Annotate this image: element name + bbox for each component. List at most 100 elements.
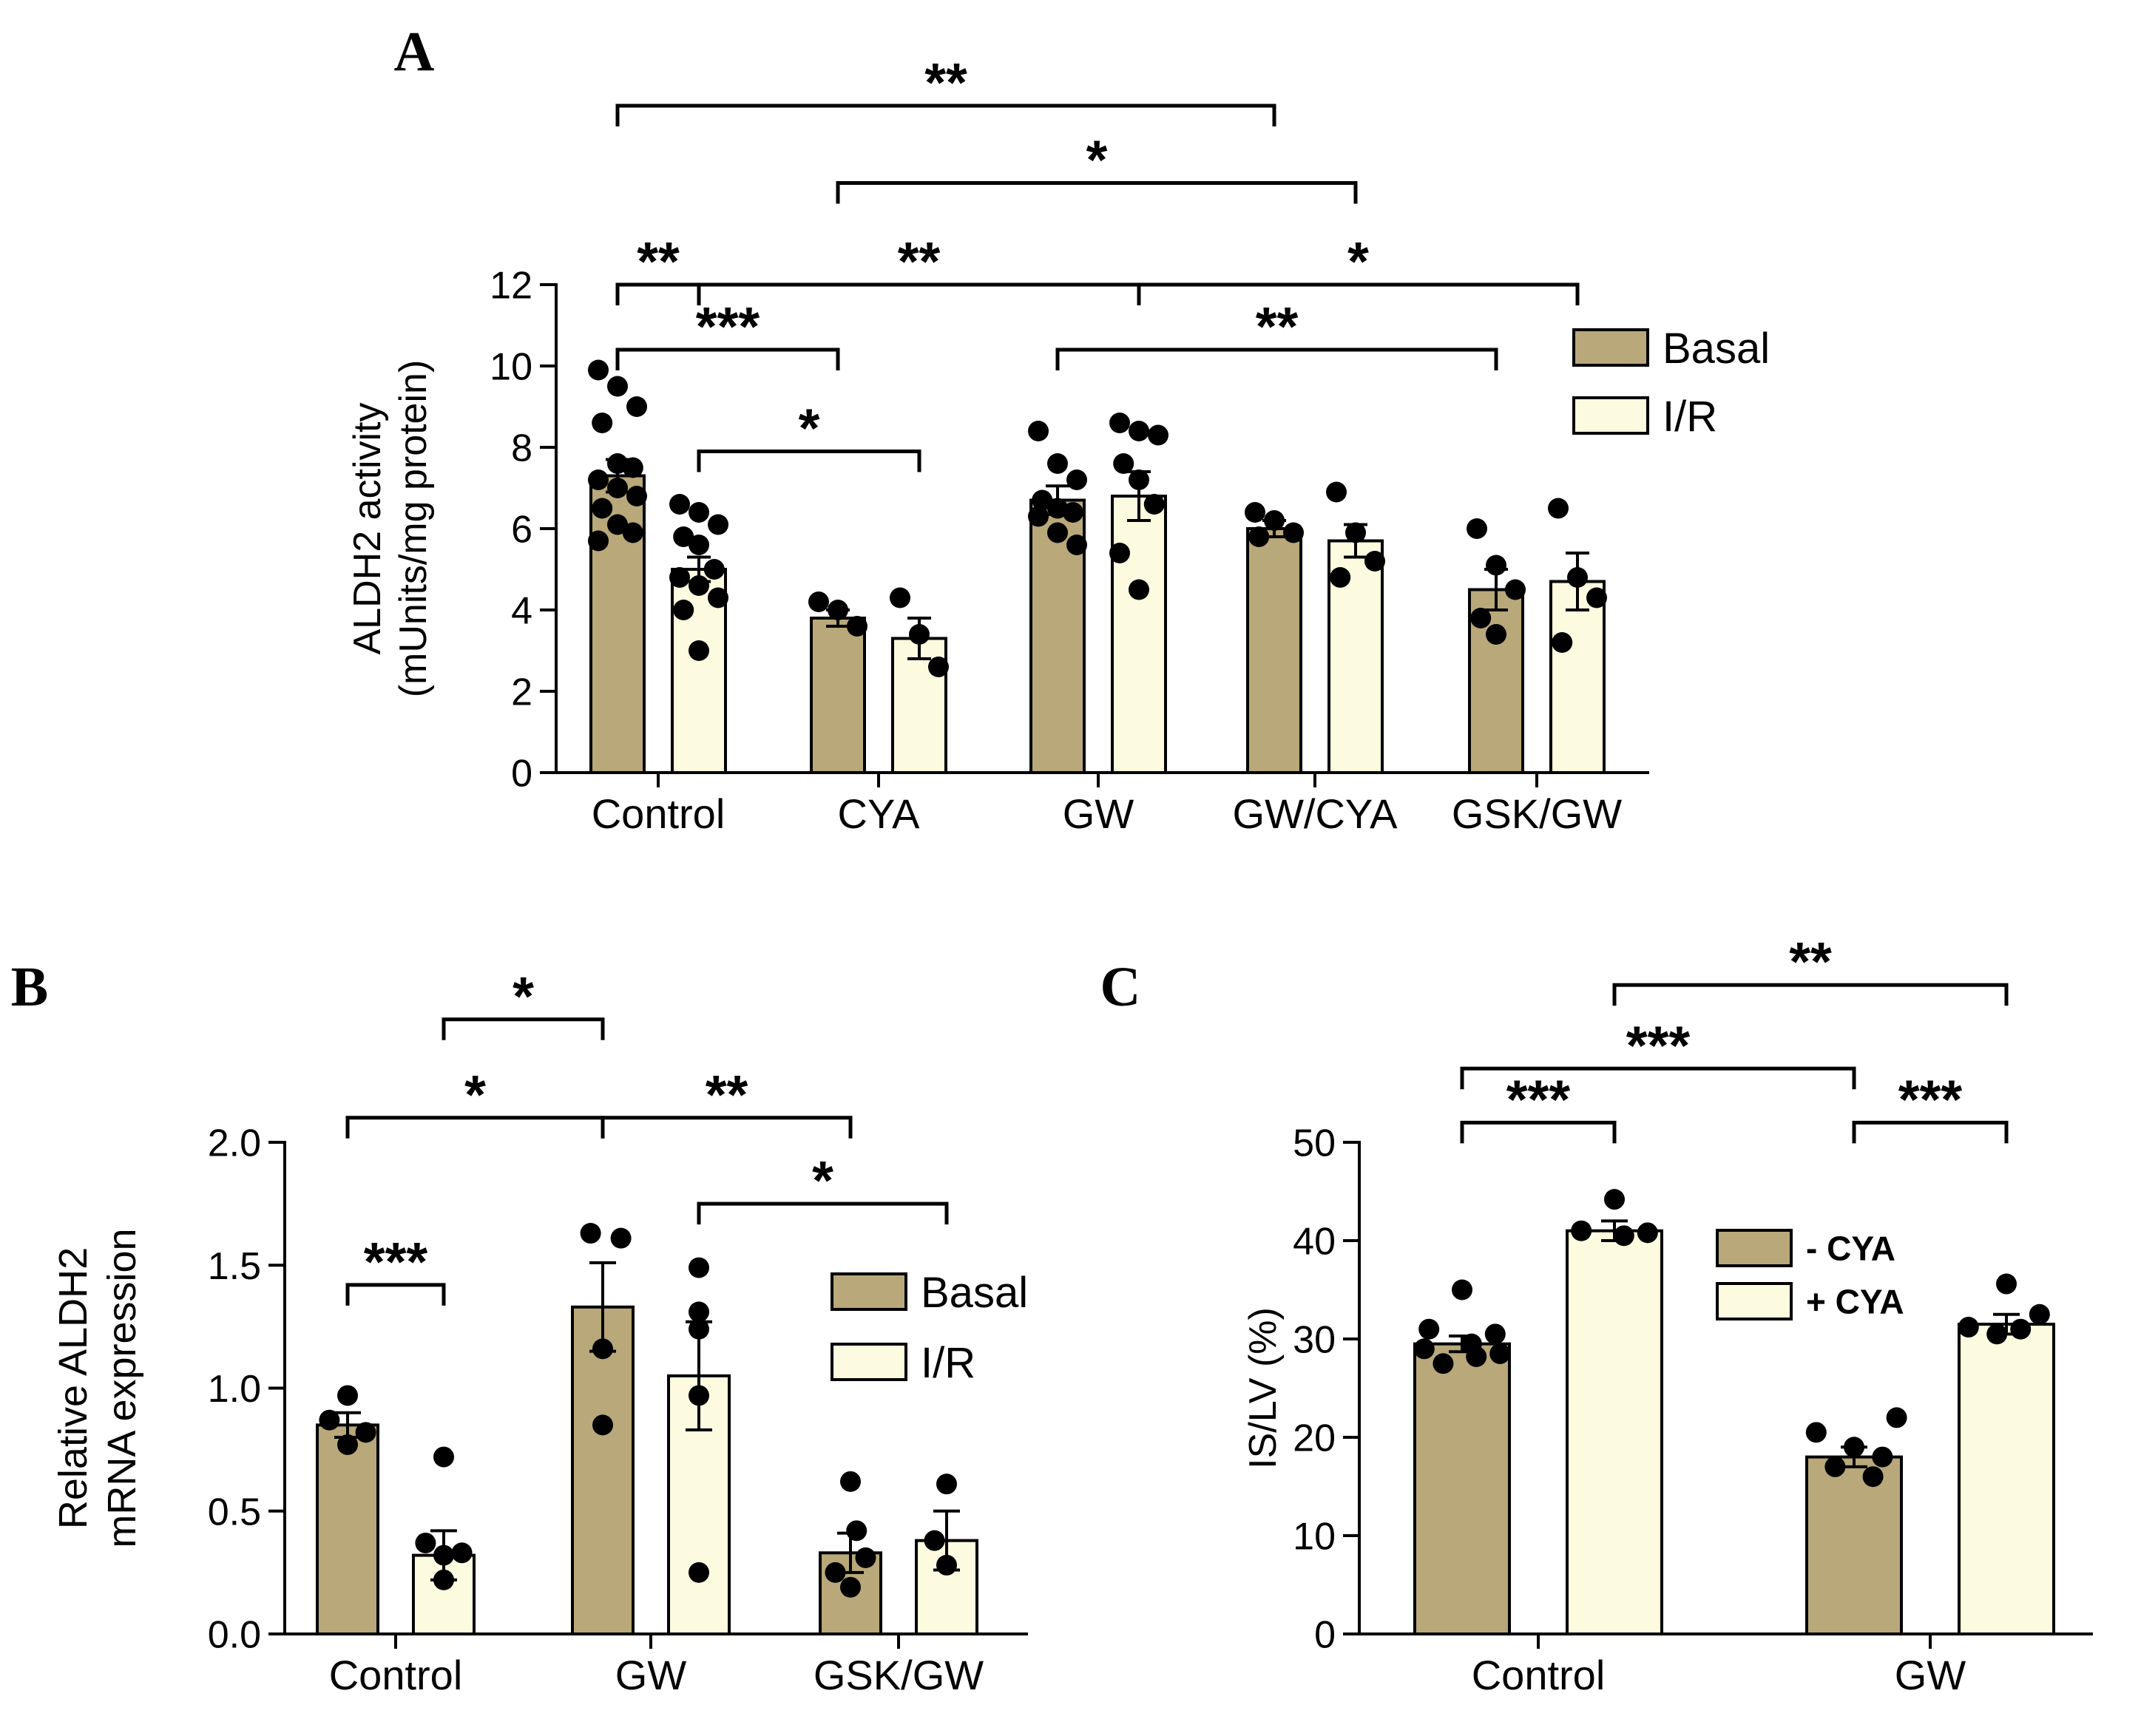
- x-tick-label: GSK/GW: [814, 1652, 984, 1698]
- data-point: [1571, 1220, 1592, 1241]
- y-tick-label: 10: [490, 346, 532, 389]
- data-point: [1824, 1456, 1846, 1477]
- data-point: [708, 587, 728, 608]
- bar-basal: [1246, 527, 1302, 774]
- legend-swatch: [1572, 396, 1649, 435]
- data-point: [689, 535, 709, 555]
- data-point: [1148, 424, 1168, 446]
- x-tick-label: GW: [615, 1652, 687, 1698]
- data-point: [451, 1542, 473, 1564]
- data-point: [840, 1471, 861, 1492]
- y-tick-label: 6: [511, 509, 532, 552]
- data-point: [607, 514, 628, 535]
- legend-swatch: [1716, 1282, 1793, 1320]
- data-point: [1113, 453, 1134, 474]
- data-point: [689, 1301, 709, 1323]
- data-point: [588, 359, 609, 381]
- significance-bracket: [1055, 347, 1498, 370]
- significance-label: ***: [696, 296, 760, 357]
- data-point: [337, 1385, 358, 1406]
- legend-label: I/R: [921, 1339, 975, 1387]
- data-point: [580, 1223, 601, 1244]
- data-point: [936, 1474, 957, 1495]
- legend-label: Basal: [921, 1269, 1028, 1317]
- y-tick-label: 0.0: [208, 1614, 261, 1657]
- significance-label: **: [1789, 931, 1832, 992]
- data-point: [1109, 543, 1130, 563]
- data-point: [1586, 587, 1607, 608]
- data-point: [1047, 453, 1068, 474]
- data-point: [622, 522, 643, 543]
- data-point: [607, 478, 628, 498]
- data-point: [1986, 1323, 2008, 1345]
- data-point: [592, 413, 613, 433]
- y-axis-label: mRNA expression: [100, 1228, 144, 1547]
- data-point: [1467, 518, 1487, 539]
- x-tick-label: CYA: [838, 790, 921, 837]
- data-point: [828, 600, 848, 620]
- x-tick-label: Control: [1472, 1652, 1606, 1698]
- data-point: [2010, 1318, 2032, 1340]
- data-point: [1567, 567, 1588, 588]
- y-tick-label: 2.0: [208, 1122, 261, 1165]
- significance-bracket: [601, 1116, 853, 1139]
- panel-label-c: C: [1100, 956, 1141, 1018]
- data-point: [588, 469, 609, 490]
- data-point: [1032, 489, 1053, 511]
- significance-label: **: [1256, 296, 1299, 357]
- y-tick-label: 50: [1293, 1122, 1336, 1165]
- significance-label: *: [513, 966, 534, 1027]
- data-point: [1489, 1343, 1511, 1364]
- y-axis-label: ALDH2 activity: [346, 403, 389, 655]
- x-tick-label: GW/CYA: [1233, 790, 1398, 837]
- data-point: [1470, 608, 1492, 628]
- data-point: [433, 1569, 454, 1590]
- data-point: [909, 624, 930, 645]
- data-point: [689, 1562, 709, 1583]
- bar-basal: [316, 1423, 379, 1635]
- bar-ir: [1111, 495, 1167, 774]
- data-point: [808, 591, 829, 612]
- significance-bracket: [1852, 1120, 2009, 1144]
- legend-label: - CYA: [1806, 1230, 1895, 1268]
- data-point: [1066, 535, 1087, 555]
- data-point: [1872, 1446, 1893, 1468]
- data-point: [825, 1562, 846, 1583]
- data-point: [433, 1446, 454, 1468]
- bar-basal: [810, 617, 866, 774]
- data-point: [1996, 1273, 2017, 1295]
- y-tick-label: 0.5: [208, 1491, 261, 1533]
- significance-bracket: [697, 1201, 949, 1225]
- data-point: [855, 1547, 876, 1568]
- data-point: [337, 1434, 358, 1455]
- legend: Basal I/R: [831, 1269, 1028, 1387]
- data-point: [928, 657, 949, 677]
- data-point: [1886, 1407, 1907, 1428]
- significance-bracket: [615, 347, 840, 370]
- data-point: [1062, 502, 1083, 523]
- data-point: [415, 1532, 436, 1553]
- data-point: [673, 526, 694, 547]
- data-point: [610, 1227, 632, 1249]
- data-point: [1245, 502, 1265, 523]
- data-point: [1637, 1222, 1658, 1244]
- panel-label-a: A: [394, 21, 435, 83]
- x-tick-label: GW: [1895, 1652, 1966, 1698]
- significance-label: ***: [1898, 1068, 1963, 1130]
- data-point: [1486, 555, 1506, 576]
- data-point: [1418, 1318, 1440, 1340]
- data-point: [626, 486, 647, 506]
- bar-cya: [1805, 1455, 1903, 1635]
- legend-swatch: [1572, 328, 1649, 367]
- data-point: [669, 494, 690, 515]
- significance-label: ***: [364, 1231, 428, 1292]
- data-point: [1129, 469, 1149, 490]
- y-tick-label: 2: [511, 671, 532, 714]
- data-point: [1143, 494, 1165, 515]
- data-point: [703, 559, 725, 580]
- y-axis-label: Relative ALDH2: [51, 1247, 95, 1529]
- significance-bracket: [1137, 282, 1580, 305]
- bar-cya: [1958, 1323, 2055, 1636]
